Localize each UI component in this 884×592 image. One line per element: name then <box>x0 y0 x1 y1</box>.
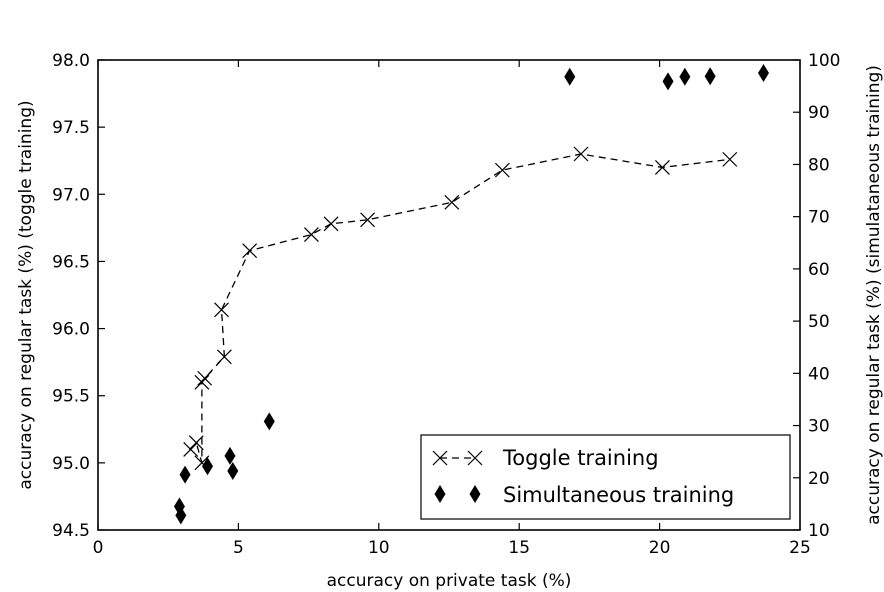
toggle-training-point <box>323 216 339 232</box>
legend-x-marker <box>432 450 448 466</box>
y-left-tick-label: 96.0 <box>52 320 90 340</box>
simultaneous-training-point <box>179 465 191 484</box>
x-marker-stroke <box>360 212 375 228</box>
x-axis-label: accuracy on private task (%) <box>327 571 572 591</box>
simultaneous-training-point <box>757 64 769 83</box>
toggle-training-point <box>214 302 229 318</box>
toggle-training-point <box>188 435 204 451</box>
y-left-tick-label: 96.5 <box>52 252 90 272</box>
x-marker-stroke <box>573 146 589 162</box>
x-marker-stroke <box>194 374 210 390</box>
ticks-layer: 0 5 10 15 20 25 94.5 95.0 95.5 96.0 96.5 97.0 97.5 98… <box>52 51 840 558</box>
y-right-tick-label: 100 <box>808 51 840 71</box>
y-right-tick-label: 30 <box>808 417 830 437</box>
legend-diamond-marker <box>469 485 481 503</box>
y-right-tick-label: 20 <box>808 469 830 489</box>
y-axis-left-label: accuracy on regular task (%) (toggle tra… <box>16 100 36 489</box>
toggle-training-point <box>573 146 589 162</box>
legend-diamond-marker <box>434 485 446 503</box>
y-right-tick-label: 90 <box>808 103 830 123</box>
plot-layer <box>173 64 769 525</box>
x-marker-stroke <box>216 349 232 365</box>
y-left-tick-label: 95.0 <box>52 454 90 474</box>
legend-label-simultaneous-training: Simultaneous training <box>503 483 734 507</box>
simultaneous-training-point <box>564 67 576 86</box>
simultaneous-training-point <box>202 457 214 476</box>
y-left-tick-label: 94.5 <box>52 521 90 541</box>
y-left-tick-label: 95.5 <box>52 387 90 407</box>
y-left-tick-label: 98.0 <box>52 51 90 71</box>
toggle-training-point <box>242 243 258 259</box>
simultaneous-training-point <box>227 461 239 480</box>
toggle-training-point <box>360 212 375 228</box>
x-marker-stroke <box>323 216 339 232</box>
legend-label-toggle-training: Toggle training <box>502 446 659 470</box>
legend: Toggle training Simultaneous training <box>420 434 791 520</box>
series-toggle-training-line <box>190 153 730 464</box>
y-right-tick-label: 10 <box>808 521 830 541</box>
x-marker-stroke <box>444 194 460 210</box>
toggle-training-point <box>216 349 232 365</box>
toggle-training-point <box>654 160 670 175</box>
x-marker-stroke <box>197 370 213 386</box>
y-right-tick-label: 80 <box>808 155 830 175</box>
x-marker-stroke <box>467 450 483 466</box>
x-tick-label: 15 <box>508 538 530 558</box>
x-marker-stroke <box>242 243 258 259</box>
y-axis-right-label: accuracy on regular task (%) (simulatane… <box>864 65 884 525</box>
x-marker-stroke <box>494 162 510 178</box>
y-left-tick-label: 97.5 <box>52 118 90 138</box>
simultaneous-training-point <box>679 67 691 86</box>
x-tick-label: 10 <box>368 538 390 558</box>
plot-frame <box>97 59 801 531</box>
legend-symbol-toggle-training <box>432 450 483 466</box>
toggle-training-point <box>494 162 510 178</box>
simultaneous-training-point <box>662 72 674 91</box>
toggle-training-point <box>194 374 210 390</box>
x-marker-stroke <box>188 435 204 451</box>
simultaneous-training-point <box>224 446 236 465</box>
x-tick-label: 25 <box>789 538 811 558</box>
toggle-training-point <box>444 194 460 210</box>
legend-symbol-simultaneous-training <box>434 485 481 503</box>
y-right-tick-label: 40 <box>808 364 830 384</box>
x-tick-label: 20 <box>649 538 671 558</box>
simultaneous-training-point <box>175 506 187 525</box>
toggle-training-point <box>197 370 213 386</box>
x-marker-stroke <box>303 227 319 242</box>
y-right-tick-label: 60 <box>808 260 830 280</box>
x-marker-stroke <box>432 450 448 466</box>
y-right-tick-label: 50 <box>808 312 830 332</box>
legend-box <box>420 434 791 520</box>
simultaneous-training-point <box>704 67 716 86</box>
x-marker-stroke <box>183 442 199 457</box>
x-marker-stroke <box>654 160 670 175</box>
toggle-training-point <box>183 442 199 457</box>
toggle-training-point <box>303 227 319 242</box>
x-marker-stroke <box>214 302 229 318</box>
legend-x-marker <box>467 450 483 466</box>
toggle-training-point <box>722 151 738 167</box>
x-tick-label: 0 <box>93 538 104 558</box>
simultaneous-training-point <box>263 412 275 431</box>
x-marker-stroke <box>194 455 210 471</box>
x-marker-stroke <box>722 151 738 167</box>
y-left-tick-label: 97.0 <box>52 185 90 205</box>
x-tick-label: 5 <box>233 538 244 558</box>
y-right-tick-label: 70 <box>808 208 830 228</box>
